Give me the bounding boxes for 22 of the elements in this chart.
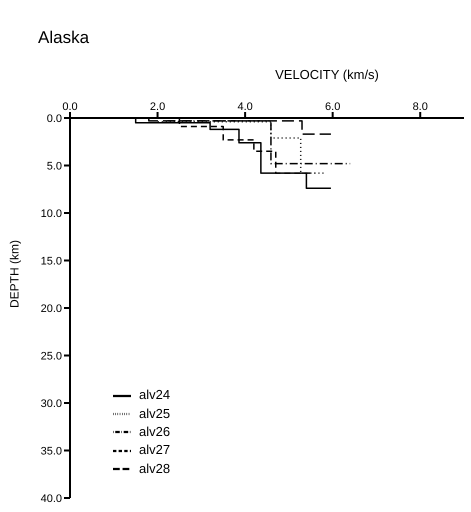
chart-title: Alaska xyxy=(38,28,90,47)
x-axis-title: VELOCITY (km/s) xyxy=(275,67,379,82)
y-tick-label: 25.0 xyxy=(40,350,62,362)
legend-label: alv27 xyxy=(139,442,170,458)
legend-label: alv24 xyxy=(139,387,170,402)
y-tick-label: 5.0 xyxy=(46,160,62,172)
x-tick-label: 6.0 xyxy=(325,101,340,113)
y-tick-label: 10.0 xyxy=(40,208,62,220)
legend-label: alv26 xyxy=(139,424,170,440)
y-tick-label: 20.0 xyxy=(40,302,62,315)
x-tick-label: 8.0 xyxy=(412,101,428,113)
y-tick-label: 30.0 xyxy=(40,398,62,410)
x-tick-label: 0.0 xyxy=(62,101,78,113)
x-tick-label: 2.0 xyxy=(150,101,166,113)
legend-label: alv28 xyxy=(139,460,170,476)
y-axis-title: DEPTH (km) xyxy=(7,240,22,308)
y-tick-label: 15.0 xyxy=(40,255,62,268)
y-tick-label: 40.0 xyxy=(40,492,62,505)
y-tick-label: 35.0 xyxy=(40,445,62,458)
x-tick-label: 4.0 xyxy=(237,101,253,113)
legend-label: alv25 xyxy=(139,406,170,421)
y-tick-label: 0.0 xyxy=(46,112,62,125)
